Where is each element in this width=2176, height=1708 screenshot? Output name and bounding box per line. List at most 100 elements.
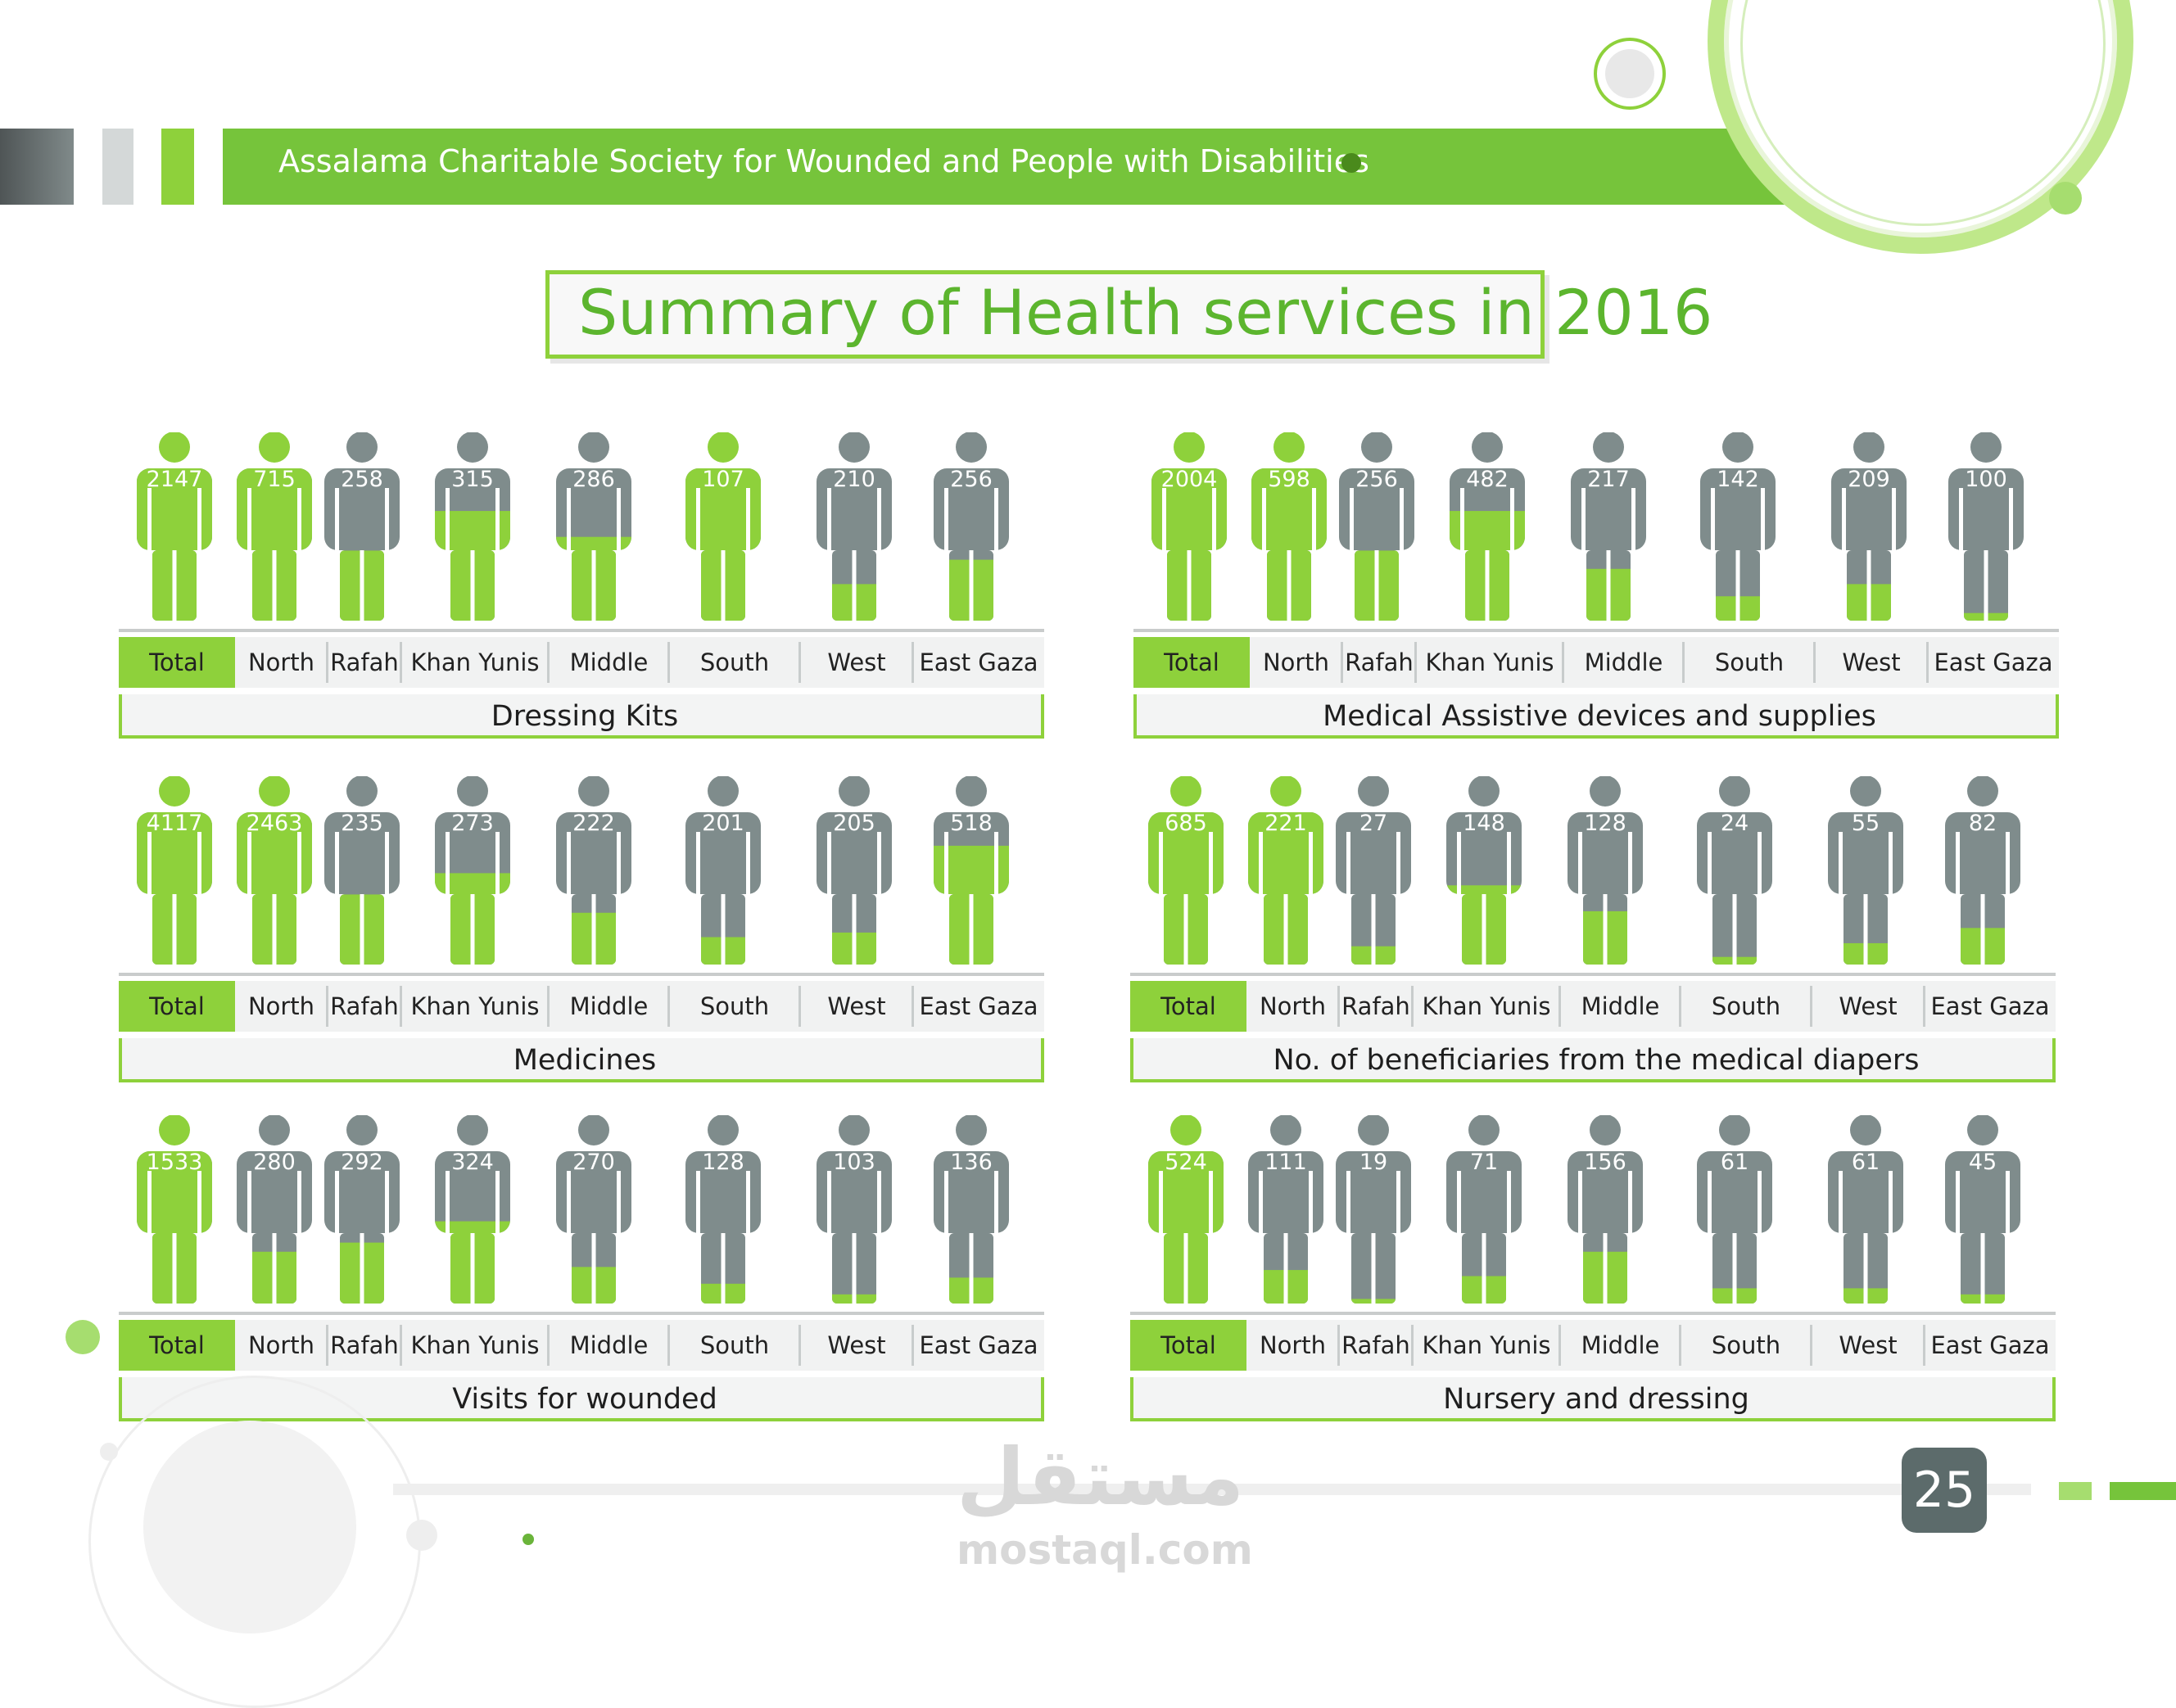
figure-gap [237, 550, 251, 599]
figure-gap [1758, 832, 1762, 896]
data-label: 71 [1469, 1150, 1499, 1175]
label-separator [326, 642, 328, 683]
figure-gap [1945, 1233, 1960, 1282]
figure-gap [1159, 1171, 1163, 1235]
figure-gap [721, 894, 726, 965]
figure-gap [495, 832, 500, 896]
category-label: Khan Yunis [1422, 1331, 1551, 1359]
figure-gap [1209, 1171, 1213, 1235]
person-figure [137, 775, 212, 965]
person-figure [1339, 432, 1414, 621]
chart-panel: 1533 280 292 324 270 128 103 136 Total North Rafah… [119, 1114, 1044, 1426]
figure-gap [1446, 1233, 1461, 1282]
category-label: East Gaza [1934, 648, 2053, 676]
figure-gap [2009, 488, 2013, 552]
figure-head [1468, 775, 1500, 807]
figure-gap [335, 1171, 339, 1235]
figure-gap [1628, 894, 1643, 943]
figure-gap [1151, 550, 1166, 599]
header-bar [223, 129, 1853, 205]
category-label: South [1711, 1331, 1781, 1359]
figure-gap [1956, 1171, 1960, 1235]
person-figure [556, 432, 631, 621]
person-figure [934, 432, 1009, 621]
figure-gap [1212, 488, 1216, 552]
figure-head [956, 775, 987, 807]
figure-gap [1892, 488, 1896, 552]
panel-baseline [1130, 973, 2056, 976]
figure-gap [1148, 1233, 1163, 1282]
figure-head [578, 1114, 609, 1145]
figure-gap [746, 550, 761, 599]
category-label-row: Total North Rafah Khan Yunis Middle South West… [119, 1320, 1044, 1371]
figure-gap [877, 894, 892, 943]
data-label: 148 [1463, 811, 1505, 836]
figure-gap [617, 1233, 631, 1282]
person-figure [934, 1114, 1009, 1304]
figure-gap [1309, 1171, 1313, 1235]
figure-gap [272, 894, 277, 965]
figure-gap [297, 488, 301, 552]
figure-gap [1758, 894, 1772, 943]
data-label: 156 [1584, 1150, 1626, 1175]
data-label: 258 [341, 467, 383, 492]
figure-gap [877, 488, 881, 552]
figure-head [956, 1114, 987, 1145]
figure-head [1270, 775, 1301, 807]
figure-gap [1732, 894, 1737, 965]
panel-caption: Dressing Kits [491, 700, 679, 733]
figure-gap [1568, 1233, 1582, 1282]
figure-gap [435, 894, 450, 943]
category-label: Middle [569, 1331, 649, 1359]
category-label: South [1711, 992, 1781, 1020]
label-separator [1679, 986, 1681, 1027]
figure-gap [335, 832, 339, 896]
label-separator [400, 642, 402, 683]
figure-gap [1761, 550, 1776, 599]
figure-gap [696, 488, 700, 552]
figure-gap [1606, 550, 1611, 621]
figure-gap [470, 1233, 475, 1304]
figure-gap [1863, 1233, 1868, 1304]
data-label: 598 [1268, 467, 1310, 492]
data-label: 55 [1851, 811, 1880, 836]
person-figure [1948, 432, 2024, 621]
figure-head [159, 1114, 190, 1145]
figure-gap [1400, 488, 1404, 552]
figure-gap [1248, 894, 1263, 943]
data-label: 273 [451, 811, 494, 836]
figure-gap [360, 894, 364, 965]
figure-gap [1287, 550, 1292, 621]
category-label: Rafah [330, 1331, 399, 1359]
figure-gap [1312, 488, 1316, 552]
figure-gap [1262, 488, 1266, 552]
figure-gap [556, 550, 571, 599]
data-label: 221 [1264, 811, 1307, 836]
label-separator [1813, 642, 1816, 683]
figure-gap [1371, 894, 1376, 965]
figure-gap [944, 488, 948, 552]
figure-gap [147, 1171, 152, 1235]
figure-gap [1863, 894, 1868, 965]
panel-baseline [119, 1312, 1044, 1315]
figure-gap [617, 832, 621, 896]
figure-gap [944, 1171, 948, 1235]
figure-gap [1457, 1171, 1461, 1235]
panel-caption-box: Nursery and dressing [1130, 1377, 2056, 1421]
category-label-row: Total North Rafah Khan Yunis Middle South West… [1130, 1320, 2056, 1371]
category-label: East Gaza [1930, 1331, 2050, 1359]
figure-gap [1732, 1233, 1737, 1304]
figure-gap [685, 550, 700, 599]
category-label-row: Total North Rafah Khan Yunis Middle South West… [119, 981, 1044, 1032]
figure-head [1970, 432, 2002, 463]
person-figure [1248, 775, 1323, 965]
chart-panel: 2004 598 256 482 217 142 209 100 Total North Rafah… [1133, 432, 2059, 743]
figure-gap [385, 832, 389, 896]
category-label: South [699, 648, 770, 676]
figure-gap [2006, 1171, 2010, 1235]
figure-gap [435, 1233, 450, 1282]
figure-gap [567, 488, 571, 552]
data-label: 715 [253, 467, 296, 492]
header-stripe-green [161, 129, 194, 205]
figure-head [1590, 775, 1621, 807]
